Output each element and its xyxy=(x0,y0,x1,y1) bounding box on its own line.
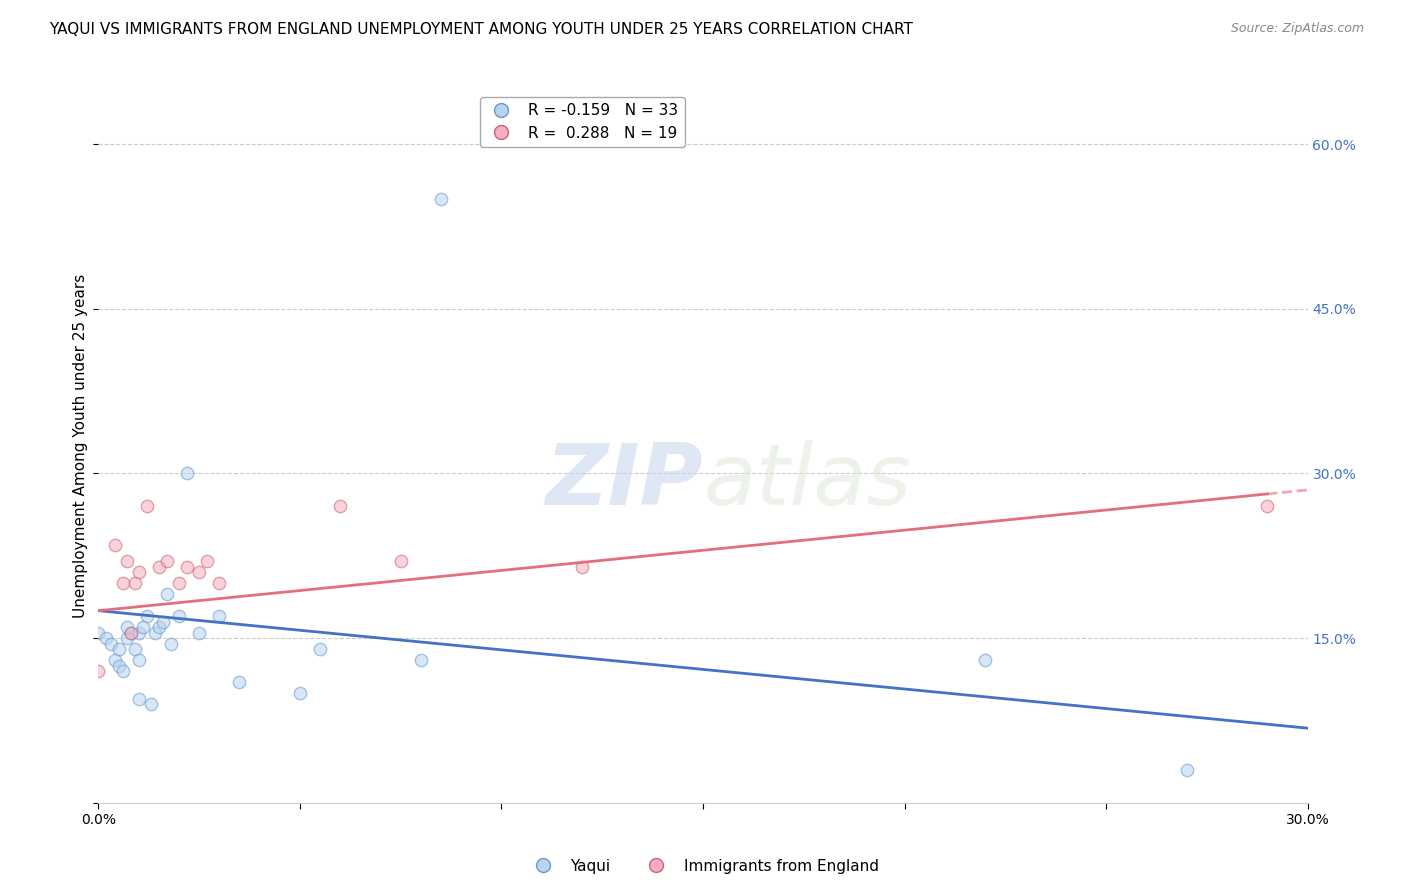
Point xyxy=(111,664,134,678)
Legend: R = -0.159   N = 33, R =  0.288   N = 19: R = -0.159 N = 33, R = 0.288 N = 19 xyxy=(479,97,685,146)
Point xyxy=(148,559,170,574)
Point xyxy=(288,686,311,700)
Point xyxy=(176,559,198,574)
Point xyxy=(208,576,231,591)
Point xyxy=(115,554,138,568)
Point xyxy=(135,609,157,624)
Point xyxy=(115,631,138,645)
Point xyxy=(571,559,593,574)
Point xyxy=(389,554,412,568)
Point xyxy=(120,625,142,640)
Point xyxy=(974,653,997,667)
Point xyxy=(156,554,179,568)
Point xyxy=(167,609,190,624)
Text: ZIP: ZIP xyxy=(546,440,703,524)
Point xyxy=(309,642,332,657)
Point xyxy=(107,658,129,673)
Point xyxy=(111,576,134,591)
Point xyxy=(156,587,179,601)
Point xyxy=(1175,763,1198,777)
Point xyxy=(100,637,122,651)
Point xyxy=(132,620,155,634)
Point xyxy=(188,566,211,580)
Text: YAQUI VS IMMIGRANTS FROM ENGLAND UNEMPLOYMENT AMONG YOUTH UNDER 25 YEARS CORRELA: YAQUI VS IMMIGRANTS FROM ENGLAND UNEMPLO… xyxy=(49,22,912,37)
Point xyxy=(176,467,198,481)
Point xyxy=(128,625,150,640)
Point xyxy=(103,538,125,552)
Text: Source: ZipAtlas.com: Source: ZipAtlas.com xyxy=(1230,22,1364,36)
Point xyxy=(195,554,218,568)
Point xyxy=(228,675,250,690)
Point xyxy=(409,653,432,667)
Point xyxy=(87,625,110,640)
Point xyxy=(1256,500,1278,514)
Point xyxy=(148,620,170,634)
Text: atlas: atlas xyxy=(703,440,911,524)
Point xyxy=(115,620,138,634)
Point xyxy=(124,642,146,657)
Point xyxy=(139,697,162,711)
Point xyxy=(152,615,174,629)
Point xyxy=(128,691,150,706)
Point xyxy=(167,576,190,591)
Point xyxy=(120,625,142,640)
Point xyxy=(135,500,157,514)
Point xyxy=(160,637,183,651)
Point xyxy=(96,631,118,645)
Point xyxy=(329,500,352,514)
Point xyxy=(143,625,166,640)
Point xyxy=(208,609,231,624)
Point xyxy=(124,576,146,591)
Point xyxy=(87,664,110,678)
Point xyxy=(128,653,150,667)
Point xyxy=(188,625,211,640)
Legend: Yaqui, Immigrants from England: Yaqui, Immigrants from England xyxy=(522,853,884,880)
Point xyxy=(107,642,129,657)
Point xyxy=(430,192,453,206)
Point xyxy=(103,653,125,667)
Y-axis label: Unemployment Among Youth under 25 years: Unemployment Among Youth under 25 years xyxy=(73,274,89,618)
Point xyxy=(128,566,150,580)
